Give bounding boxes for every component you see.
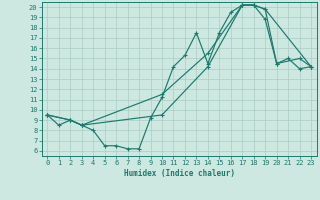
X-axis label: Humidex (Indice chaleur): Humidex (Indice chaleur) [124, 169, 235, 178]
